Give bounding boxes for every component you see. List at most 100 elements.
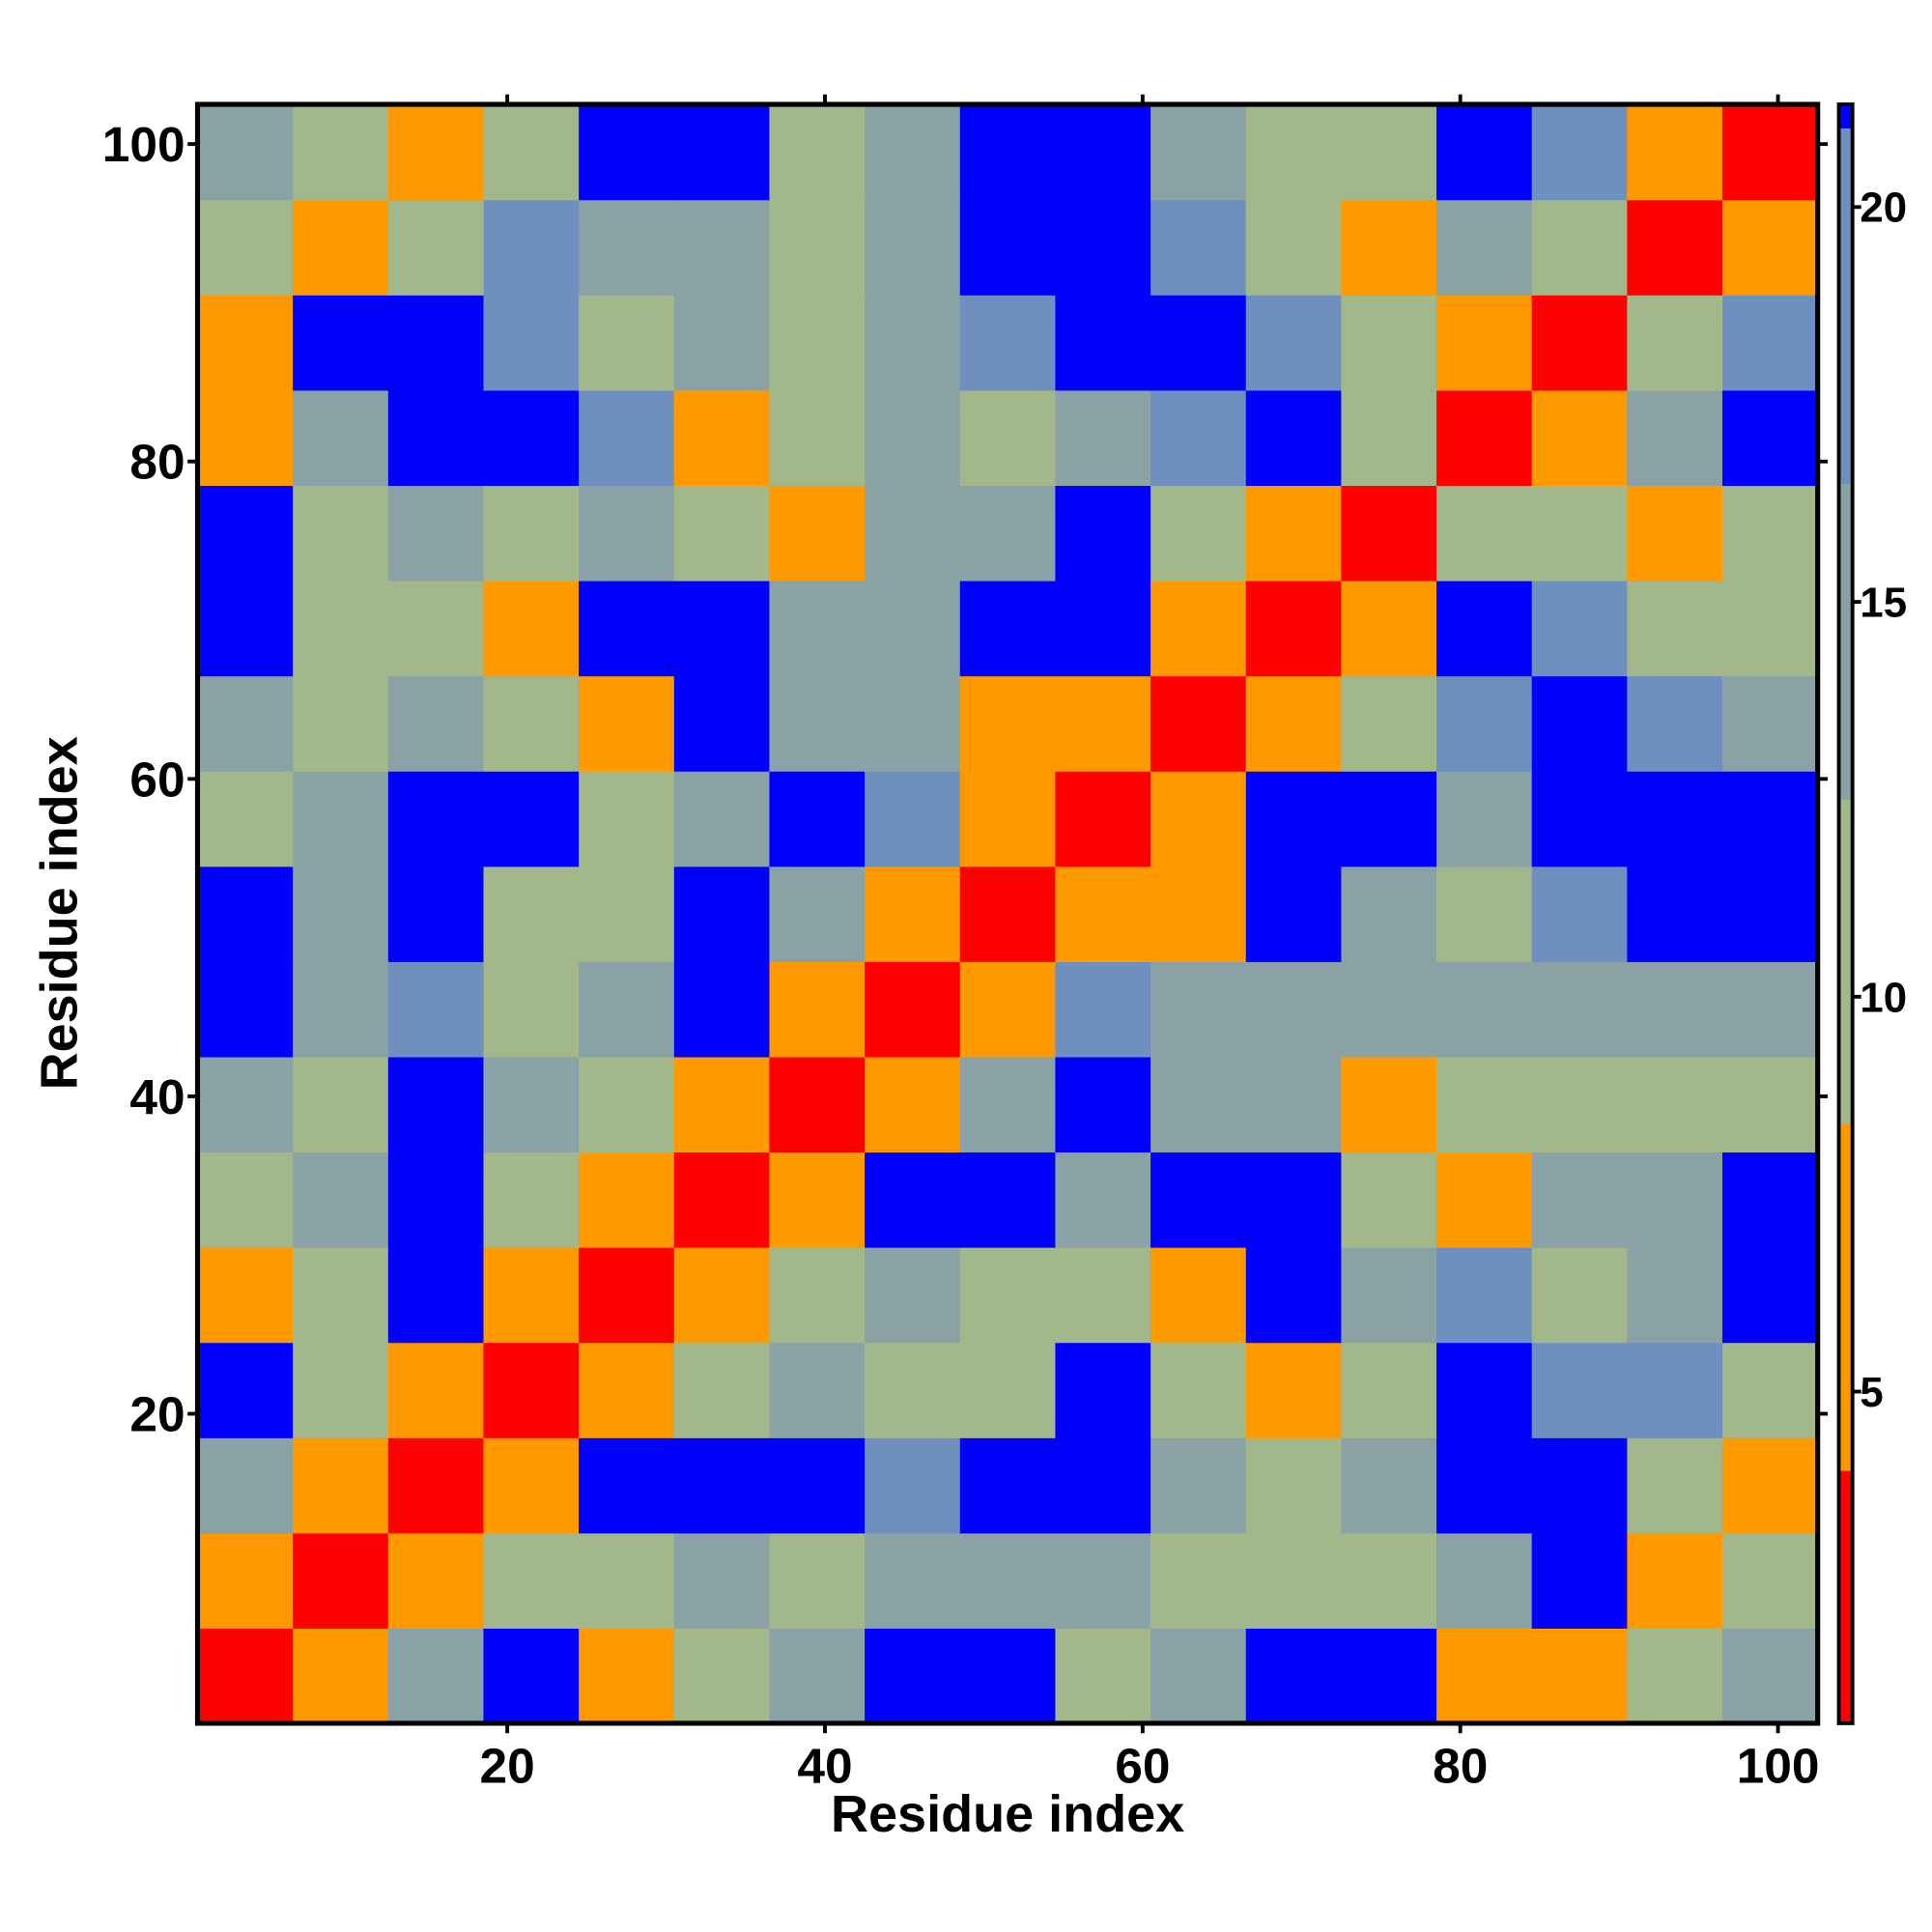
heatmap-cell	[769, 866, 866, 962]
heatmap-cell	[1245, 1342, 1343, 1438]
heatmap-cell	[1627, 199, 1723, 296]
heatmap-cell	[579, 866, 675, 962]
heatmap-cell	[865, 1056, 961, 1153]
heatmap-cell	[483, 866, 580, 962]
heatmap-cell	[1627, 104, 1723, 201]
heatmap-cell	[769, 485, 866, 582]
heatmap-cell	[1531, 1056, 1629, 1153]
heatmap-cell	[1151, 199, 1247, 296]
heatmap-cell	[1055, 295, 1151, 391]
heatmap-cell	[673, 580, 771, 677]
colorbar-tick-label: 15	[1860, 580, 1907, 627]
heatmap-cell	[959, 389, 1057, 487]
heatmap-cell	[293, 580, 389, 677]
heatmap-cell	[673, 675, 771, 772]
colorbar-segment	[1838, 104, 1853, 128]
heatmap-cell	[1436, 1532, 1533, 1629]
heatmap-cell	[673, 1532, 771, 1629]
heatmap-cell	[483, 1532, 580, 1629]
heatmap-cell	[1531, 1247, 1629, 1344]
heatmap-cell	[1627, 1532, 1723, 1629]
heatmap-cell	[1531, 1532, 1629, 1629]
heatmap-cell	[483, 295, 580, 391]
heatmap-cell	[197, 580, 294, 677]
colorbar-segment	[1838, 1470, 1853, 1724]
heatmap-cell	[1151, 1437, 1247, 1534]
heatmap-cell	[1245, 1437, 1343, 1534]
heatmap-cell	[483, 1437, 580, 1534]
heatmap-cell	[1151, 961, 1247, 1058]
colorbar-segment	[1838, 128, 1853, 484]
heatmap-cell	[483, 104, 580, 201]
colorbar-frame	[1836, 102, 1855, 1725]
heatmap-cell	[1055, 961, 1151, 1058]
heatmap-cell	[1341, 1532, 1437, 1629]
heatmap-cell	[483, 389, 580, 487]
heatmap-cell	[1722, 1247, 1819, 1344]
heatmap-cell	[959, 675, 1057, 772]
heatmap-cell	[673, 295, 771, 391]
heatmap-cell	[1151, 1151, 1247, 1248]
heatmap-cell	[387, 580, 485, 677]
heatmap-cell	[1055, 675, 1151, 772]
heatmap-cell	[579, 199, 675, 296]
heatmap-cell	[1722, 1628, 1819, 1724]
heatmap-cell	[293, 485, 389, 582]
heatmap-cell	[1531, 675, 1629, 772]
heatmap-cell	[293, 1056, 389, 1153]
heatmap-cell	[579, 1532, 675, 1629]
heatmap-cell	[1055, 580, 1151, 677]
heatmap-cell	[769, 1247, 866, 1344]
heatmap-cell	[483, 675, 580, 772]
heatmap-cell	[1627, 1151, 1723, 1248]
heatmap-cell	[1341, 1151, 1437, 1248]
heatmap-cell	[387, 389, 485, 487]
heatmap-cell	[293, 1437, 389, 1534]
heatmap-cell	[1436, 199, 1533, 296]
heatmap-cell	[483, 1151, 580, 1248]
heatmap-cell	[579, 1151, 675, 1248]
heatmap-cell	[483, 961, 580, 1058]
heatmap-cell	[769, 961, 866, 1058]
heatmap-cell	[1531, 580, 1629, 677]
heatmap-cell	[1341, 771, 1437, 867]
heatmap-cell	[1627, 1056, 1723, 1153]
heatmap-cell	[1436, 1247, 1533, 1344]
heatmap-cell	[293, 295, 389, 391]
y-tick-label: 60	[129, 751, 185, 807]
heatmap-cell	[579, 1247, 675, 1344]
heatmap-cell	[293, 104, 389, 201]
heatmap-cell	[1245, 199, 1343, 296]
heatmap-cell	[1245, 1628, 1343, 1724]
colorbar-segment	[1838, 799, 1853, 1124]
colorbar-tick-label: 5	[1860, 1369, 1883, 1416]
heatmap-cell	[1055, 485, 1151, 582]
heatmap-cell	[1151, 295, 1247, 391]
heatmap-cell	[1627, 866, 1723, 962]
heatmap-cell	[1722, 771, 1819, 867]
heatmap-cell	[387, 1056, 485, 1153]
heatmap-cell	[1151, 1056, 1247, 1153]
heatmap-cell	[197, 1247, 294, 1344]
heatmap-cell	[1531, 199, 1629, 296]
heatmap-cell	[673, 1342, 771, 1438]
heatmap-cell	[1722, 961, 1819, 1058]
heatmap-cell	[673, 199, 771, 296]
heatmap-cell	[387, 104, 485, 201]
heatmap-cell	[1341, 104, 1437, 201]
heatmap-cell	[865, 389, 961, 487]
heatmap-cell	[865, 1151, 961, 1248]
heatmap-cell	[197, 295, 294, 391]
heatmap-cell	[959, 104, 1057, 201]
heatmap-cell	[673, 1247, 771, 1344]
heatmap-cell	[1151, 771, 1247, 867]
heatmap-cell	[483, 1342, 580, 1438]
heatmap-cell	[865, 771, 961, 867]
heatmap-cell	[959, 199, 1057, 296]
heatmap-cell	[1436, 389, 1533, 487]
heatmap-cell	[1627, 580, 1723, 677]
heatmap-cell	[579, 1437, 675, 1534]
heatmap-cell	[673, 1151, 771, 1248]
heatmap-cell	[865, 1628, 961, 1724]
